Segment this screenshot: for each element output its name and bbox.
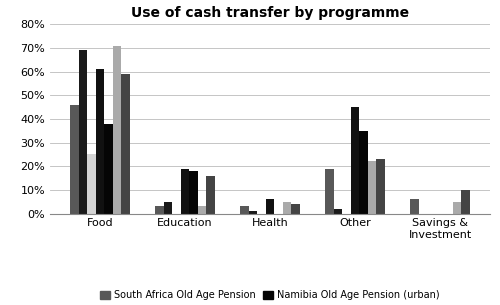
Bar: [104, 124, 112, 214]
Bar: [334, 209, 342, 213]
Bar: [292, 204, 300, 214]
Bar: [326, 169, 334, 214]
Bar: [155, 206, 164, 214]
Bar: [453, 202, 462, 214]
Title: Use of cash transfer by programme: Use of cash transfer by programme: [131, 6, 409, 20]
Bar: [78, 50, 87, 214]
Bar: [410, 199, 419, 213]
Bar: [70, 105, 78, 214]
Bar: [121, 74, 130, 214]
Bar: [112, 46, 121, 213]
Bar: [206, 176, 214, 213]
Bar: [462, 190, 470, 214]
Bar: [240, 206, 248, 214]
Bar: [360, 131, 368, 214]
Bar: [376, 159, 385, 214]
Bar: [96, 69, 104, 214]
Legend: South Africa Old Age Pension, Zambia SCTS, Kenya Cash Transfer for OVC, Mozambiq: South Africa Old Age Pension, Zambia SCT…: [100, 290, 439, 305]
Bar: [266, 199, 274, 213]
Bar: [180, 169, 189, 214]
Bar: [351, 107, 360, 214]
Bar: [164, 202, 172, 214]
Bar: [189, 171, 198, 213]
Bar: [198, 206, 206, 214]
Bar: [283, 202, 292, 214]
Bar: [87, 154, 96, 214]
Bar: [368, 162, 376, 214]
Bar: [248, 211, 257, 213]
